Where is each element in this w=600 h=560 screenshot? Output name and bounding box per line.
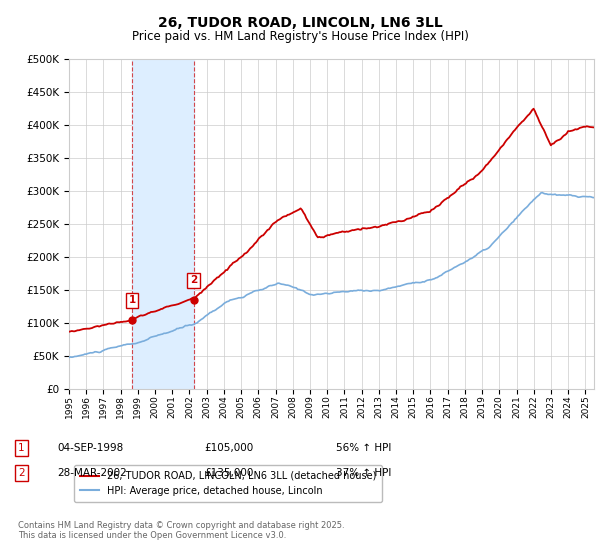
Text: £135,000: £135,000 [204, 468, 253, 478]
Text: 1: 1 [128, 295, 136, 305]
Text: Contains HM Land Registry data © Crown copyright and database right 2025.
This d: Contains HM Land Registry data © Crown c… [18, 521, 344, 540]
Text: 26, TUDOR ROAD, LINCOLN, LN6 3LL: 26, TUDOR ROAD, LINCOLN, LN6 3LL [158, 16, 442, 30]
Text: 2: 2 [18, 468, 25, 478]
Text: £105,000: £105,000 [204, 443, 253, 453]
Text: 04-SEP-1998: 04-SEP-1998 [57, 443, 123, 453]
Text: 1: 1 [18, 443, 25, 453]
Legend: 26, TUDOR ROAD, LINCOLN, LN6 3LL (detached house), HPI: Average price, detached : 26, TUDOR ROAD, LINCOLN, LN6 3LL (detach… [74, 465, 382, 502]
Text: 56% ↑ HPI: 56% ↑ HPI [336, 443, 391, 453]
Text: 2: 2 [190, 276, 197, 286]
Text: 37% ↑ HPI: 37% ↑ HPI [336, 468, 391, 478]
Text: 28-MAR-2002: 28-MAR-2002 [57, 468, 127, 478]
Text: Price paid vs. HM Land Registry's House Price Index (HPI): Price paid vs. HM Land Registry's House … [131, 30, 469, 43]
Bar [132, 59, 194, 389]
